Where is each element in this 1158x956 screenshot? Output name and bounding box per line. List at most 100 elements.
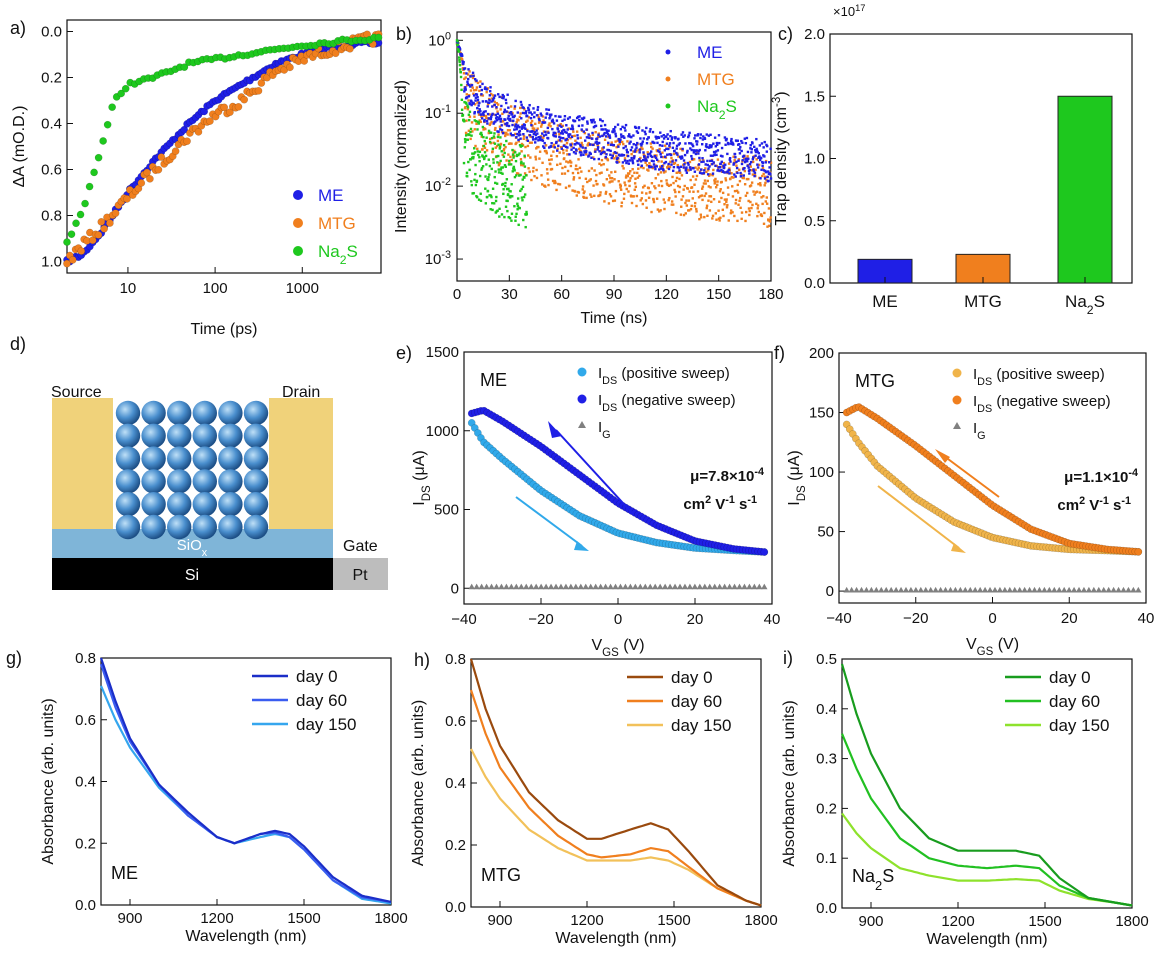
data-point-ME xyxy=(705,145,709,149)
data-point-MTG xyxy=(659,209,662,212)
data-point-MTG xyxy=(662,171,666,174)
data-point-MTG xyxy=(77,247,86,255)
data-point-ME xyxy=(483,120,486,123)
data-point-ME xyxy=(461,54,464,58)
y-tick-label: 1000 xyxy=(426,423,459,440)
data-point-ME xyxy=(645,141,649,145)
data-point-ME xyxy=(514,123,518,126)
data-point-IG xyxy=(962,586,969,593)
data-point-ME xyxy=(753,145,756,149)
data-point-MTG xyxy=(493,100,496,104)
data-point-Na2S xyxy=(474,183,478,187)
data-point-ME xyxy=(729,139,733,143)
data-point-Na2S xyxy=(513,151,517,154)
data-point-MTG xyxy=(725,206,729,209)
data-point-MTG xyxy=(472,92,475,95)
data-point-MTG xyxy=(658,210,661,213)
x-tick-label: 0 xyxy=(453,286,461,303)
data-point-ME xyxy=(717,134,721,137)
legend-label: MTG xyxy=(318,214,356,233)
data-point-ME xyxy=(768,161,771,164)
data-point-ME xyxy=(588,136,591,140)
data-point-Na2S xyxy=(476,128,479,131)
data-point-MTG xyxy=(673,161,677,165)
data-point-Na2S xyxy=(515,153,519,157)
data-point-ME xyxy=(747,157,750,160)
data-point-MTG xyxy=(751,203,754,207)
data-point-IG xyxy=(468,583,475,590)
data-point-MTG xyxy=(729,177,732,180)
data-point-ME xyxy=(550,142,553,145)
data-point-IG xyxy=(572,583,580,590)
data-point-ME xyxy=(742,154,746,158)
x-tick-label: 900 xyxy=(487,912,512,929)
data-point-MTG xyxy=(537,145,540,149)
data-point-ME xyxy=(488,90,492,93)
data-point-ME xyxy=(470,83,474,87)
data-point-MTG xyxy=(528,170,531,173)
data-point-IG xyxy=(696,583,704,590)
data-point-IG xyxy=(557,583,565,590)
data-point-MTG xyxy=(515,141,518,145)
data-point-MTG xyxy=(713,180,717,183)
data-point-ME xyxy=(748,168,751,172)
data-point-Na2S xyxy=(483,151,487,154)
data-point-MTG xyxy=(465,93,468,96)
data-point-MTG xyxy=(654,186,657,190)
data-point-MTG xyxy=(663,201,667,204)
data-point-MTG xyxy=(738,168,741,171)
data-point-MTG xyxy=(652,198,655,201)
data-point-MTG xyxy=(527,116,531,119)
data-point-ME xyxy=(709,133,712,137)
data-point-MTG xyxy=(631,174,634,178)
data-point-ME xyxy=(699,168,703,171)
data-point-MTG xyxy=(718,219,721,222)
data-point-Na2S xyxy=(462,161,466,165)
data-point-ME xyxy=(590,121,594,124)
data-point-MTG xyxy=(681,195,685,198)
legend-label: Na2S xyxy=(697,97,737,122)
data-point-ME xyxy=(601,119,604,123)
data-point-MTG xyxy=(751,160,755,164)
data-point-Na2S xyxy=(467,118,471,122)
data-point-ME xyxy=(638,148,642,151)
data-point-MTG xyxy=(538,150,542,153)
data-point-ME xyxy=(538,137,542,140)
panel-label: a) xyxy=(10,18,26,38)
data-point-MTG xyxy=(534,158,538,161)
data-point-Na2S xyxy=(514,159,518,163)
data-point-ME xyxy=(683,163,686,166)
data-point-MTG xyxy=(541,115,545,118)
data-point-ME xyxy=(613,130,616,133)
data-point-MTG xyxy=(513,149,516,153)
data-point-MTG xyxy=(571,171,575,175)
data-point-MTG xyxy=(628,179,632,182)
data-point-MTG xyxy=(704,167,707,170)
data-point-MTG xyxy=(733,158,736,162)
data-point-MTG xyxy=(520,150,523,153)
data-point-ME xyxy=(532,115,536,119)
data-point-IG xyxy=(647,583,654,590)
data-point-ME xyxy=(540,114,543,117)
data-point-MTG xyxy=(748,209,751,213)
data-point-ME xyxy=(754,154,757,157)
data-point-MTG xyxy=(63,259,71,268)
panel-name: Na2S xyxy=(852,866,894,893)
data-point-MTG xyxy=(559,162,562,166)
data-point-IG xyxy=(976,586,984,593)
data-point-MTG xyxy=(647,196,651,200)
data-point-ME xyxy=(601,128,605,131)
mobility-value: μ=7.8×10-4 xyxy=(690,466,764,485)
data-point-ME xyxy=(723,171,726,174)
data-point-ME xyxy=(513,105,517,108)
data-point-ME xyxy=(708,144,712,147)
data-point-Na2S xyxy=(488,164,492,168)
data-point-ME xyxy=(712,161,715,164)
data-point-ME xyxy=(704,163,707,166)
data-point-IG xyxy=(878,586,885,593)
data-point-MTG xyxy=(240,95,249,104)
data-point-ME xyxy=(620,135,623,139)
data-point-MTG xyxy=(578,166,582,170)
data-point-ME xyxy=(484,110,487,113)
data-point-ME xyxy=(584,146,587,150)
